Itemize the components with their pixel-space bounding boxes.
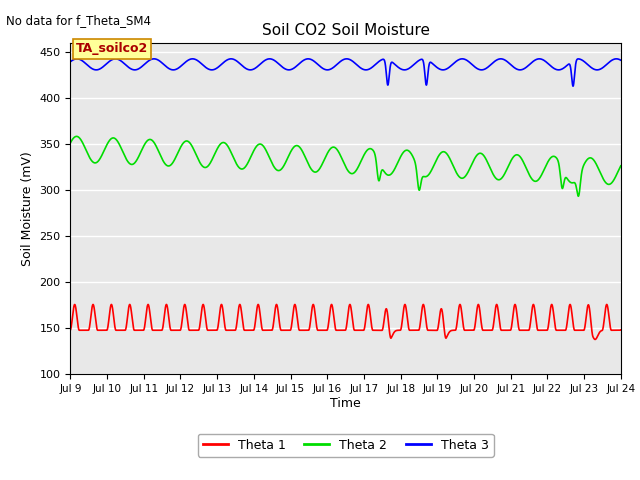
- Theta 1: [67, 327, 74, 333]
- Theta 2: [277, 167, 285, 172]
- Theta 2: [397, 154, 404, 159]
- Theta 2: [519, 158, 527, 164]
- Y-axis label: Soil Moisture (mV): Soil Moisture (mV): [21, 151, 34, 266]
- Text: No data for f_Theta_SM4: No data for f_Theta_SM4: [6, 14, 152, 27]
- Text: TA_soilco2: TA_soilco2: [76, 42, 148, 55]
- Theta 1: [397, 327, 404, 333]
- Theta 3: [477, 67, 485, 73]
- Theta 2: [166, 162, 174, 168]
- Theta 3: [397, 66, 404, 72]
- Theta 2: [73, 133, 81, 139]
- Theta 3: [617, 57, 625, 63]
- Theta 2: [617, 163, 625, 168]
- Theta 2: [575, 193, 582, 199]
- Theta 1: [477, 319, 485, 325]
- Theta 2: [424, 172, 432, 178]
- Theta 1: [617, 327, 625, 333]
- Theta 1: [71, 301, 79, 307]
- Theta 3: [67, 59, 74, 65]
- Line: Theta 2: Theta 2: [70, 136, 621, 196]
- Theta 3: [166, 66, 174, 72]
- Theta 3: [277, 63, 285, 69]
- Theta 3: [458, 56, 466, 62]
- Title: Soil CO2 Soil Moisture: Soil CO2 Soil Moisture: [262, 23, 429, 38]
- Legend: Theta 1, Theta 2, Theta 3: Theta 1, Theta 2, Theta 3: [198, 433, 493, 456]
- Theta 3: [424, 67, 432, 72]
- Theta 2: [477, 151, 485, 156]
- Theta 1: [424, 327, 432, 333]
- X-axis label: Time: Time: [330, 397, 361, 410]
- Theta 1: [277, 327, 285, 333]
- Theta 1: [591, 336, 599, 342]
- Theta 3: [569, 84, 577, 89]
- Theta 1: [166, 326, 174, 332]
- Theta 1: [519, 327, 527, 333]
- Theta 2: [67, 140, 74, 146]
- Theta 3: [519, 66, 527, 72]
- Line: Theta 1: Theta 1: [70, 304, 621, 339]
- Line: Theta 3: Theta 3: [70, 59, 621, 86]
